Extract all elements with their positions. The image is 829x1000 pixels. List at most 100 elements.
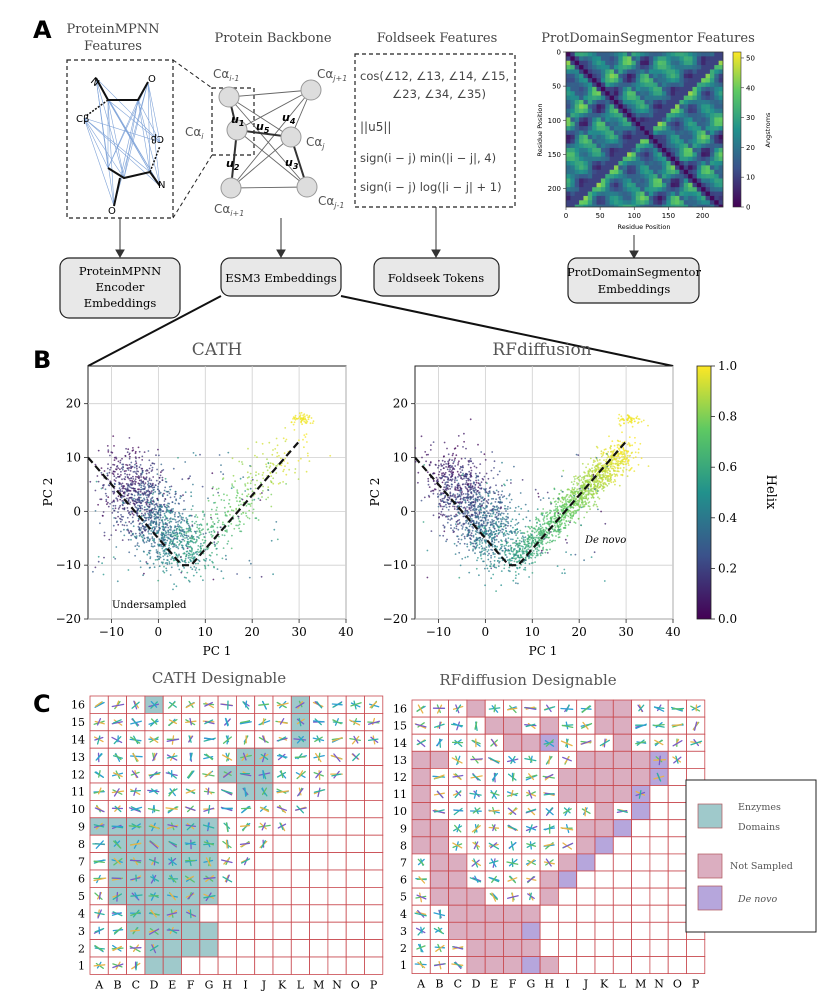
embedding-box-proteinmpnn: ProteinMPNN Encoder Embeddings [59,257,181,319]
point-cloud [490,563,492,565]
pds-ctick-label: 30 [746,114,755,122]
pds-cell [683,95,689,101]
point-cloud [442,475,445,477]
pds-cell [701,143,706,149]
point-cloud [162,570,165,573]
point-cloud [478,499,481,501]
point-cloud [146,499,149,502]
point-cloud [503,545,506,547]
pds-cell [566,130,571,136]
pds-cell [609,178,615,184]
point-cloud [160,561,163,564]
point-cloud [497,493,500,496]
pds-cell [657,65,663,70]
point-helix-arm [580,479,583,481]
point-cloud [117,473,119,475]
point-cloud [129,470,132,472]
point-cloud [167,529,170,532]
point-cloud [465,521,467,524]
pds-cell [592,156,597,162]
pds-cell [705,113,711,118]
pds-cell [657,165,663,171]
pds-cell [718,117,723,123]
ca-j-label: Cα [306,135,322,149]
pds-cell [709,108,715,114]
point-cloud [505,508,507,510]
pds-cell [657,73,663,79]
point-helix-arm [227,540,230,543]
point-helix-arm [231,457,234,460]
point-helix-arm [201,544,204,547]
pds-cell [570,139,576,144]
point-outlier [137,488,139,491]
point-cloud [168,502,171,505]
pds-cell [718,161,723,166]
point-helix-arm [223,506,226,509]
pds-cell [683,60,689,66]
point-cloud [517,531,519,533]
point-cloud [467,529,469,532]
point-helix-arm [622,471,625,473]
point-cloud [460,466,462,469]
point-cloud [502,535,505,537]
point-helix-arm [307,454,309,457]
point-cloud [156,468,159,471]
pds-cell [574,191,580,197]
pds-cell [609,121,615,127]
pds-cell [592,95,597,101]
point-cloud [445,463,447,465]
point-cloud [505,538,507,540]
point-cloud [144,486,147,488]
pds-cell [692,182,698,188]
pds-cell [566,152,571,157]
point-cloud [155,551,158,553]
pds-cell [683,108,689,114]
pds-cell [635,169,641,175]
point-cloud [474,542,477,545]
pds-cell [579,91,584,96]
pds-cell [644,143,650,149]
point-cloud [428,486,431,488]
pds-cell [701,169,706,175]
point-cloud [483,539,486,542]
point-outlier [172,467,175,470]
point-cloud [457,541,460,543]
pds-cell [675,126,680,131]
point-helix-arm [284,427,287,429]
pds-cell [653,191,658,197]
point-outlier [211,487,214,490]
pds-cell [574,147,580,153]
point-cloud [183,540,186,542]
pds-cell [666,65,671,70]
point-cloud [156,488,159,491]
pds-cell [631,143,637,149]
point-cloud [470,518,473,520]
point-cloud [491,520,494,523]
point-cloud [499,514,502,516]
pds-cell [609,152,615,157]
pds-cell [692,117,698,123]
pds-cell [570,65,576,70]
point-cloud [484,516,486,519]
pds-cell [566,108,571,114]
pds-cell [566,117,571,123]
point-cloud [474,540,476,543]
pds-cell [631,169,637,175]
point-cloud [144,527,146,529]
point-helix-arm [262,477,265,480]
point-helix-arm [278,454,280,457]
point-cloud [425,460,427,463]
point-cloud [475,531,478,533]
point-cloud [179,535,182,537]
point-cloud [437,464,440,467]
pds-cell [592,152,597,157]
point-cloud [470,501,472,504]
point-cloud [486,550,489,553]
pds-cell [618,69,623,75]
point-cloud [466,497,468,500]
point-cloud [180,516,183,519]
point-helix-arm [193,538,196,540]
point-cloud [478,521,480,524]
point-cloud [484,525,487,527]
point-cloud [502,525,505,528]
